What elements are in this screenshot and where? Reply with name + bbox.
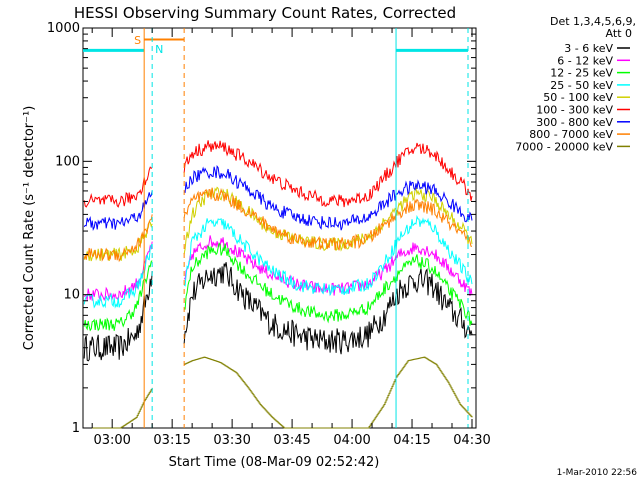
x-axis-label: Start Time (08-Mar-09 02:52:42) (169, 455, 380, 470)
legend-label-4: 25 - 50 keV (550, 79, 613, 92)
series-line-8-segment-1 (83, 214, 153, 263)
legend-label-8: 800 - 7000 keV (529, 128, 613, 141)
y-tick-label: 1 (72, 421, 80, 436)
legend-header-line-1: Det 1,3,4,5,6,9, (550, 15, 636, 28)
legend-label-2: 6 - 12 keV (557, 54, 613, 67)
series-line-6-segment-1 (83, 166, 153, 208)
series-line-9-segment-2 (184, 356, 473, 429)
x-tick-label: 03:45 (273, 433, 310, 448)
axes: 1 10 100 1000 03:00 03:15 03:30 03:45 04:00 04:15… (47, 21, 491, 448)
y-tick-label: 10 (63, 288, 80, 303)
orbit-markers: SN (83, 28, 469, 428)
chart-title: HESSI Observing Summary Count Rates, Cor… (74, 4, 456, 22)
annotation-s: S (134, 34, 141, 47)
x-tick-label: 03:30 (213, 433, 250, 448)
series-line-4-segment-2 (183, 214, 473, 296)
series-lines (83, 140, 473, 429)
legend-label-1: 3 - 6 keV (564, 42, 613, 55)
x-tick-label: 03:00 (93, 433, 130, 448)
series-line-1-segment-2 (183, 262, 473, 355)
x-tick-label: 03:15 (153, 433, 190, 448)
series-line-4-segment-1 (83, 243, 153, 309)
y-tick-label: 100 (55, 154, 80, 169)
series-line-3-segment-2 (183, 242, 473, 326)
x-tick-label: 04:00 (333, 433, 370, 448)
series-line-3-segment-1 (83, 260, 153, 332)
series-line-8-segment-2 (183, 187, 473, 251)
annotation-n: N (155, 43, 163, 56)
series-line-7-segment-2 (183, 164, 473, 231)
legend-label-6: 100 - 300 keV (536, 104, 613, 117)
y-tick-label: 1000 (47, 21, 80, 36)
timestamp: 1-Mar-2010 22:56 (557, 468, 638, 478)
x-tick-label: 04:30 (453, 433, 490, 448)
legend-label-3: 12 - 25 keV (550, 67, 613, 80)
legend-label-7: 300 - 800 keV (536, 116, 613, 129)
x-tick-label: 04:15 (393, 433, 430, 448)
plot-frame (82, 27, 477, 429)
series-line-1-segment-1 (83, 271, 153, 362)
plot-area (82, 27, 477, 429)
series-line-7-segment-1 (83, 190, 153, 231)
legend-label-9: 7000 - 20000 keV (515, 140, 613, 153)
y-axis-label: Corrected Count Rate (s⁻¹ detector⁻¹) (22, 106, 37, 351)
legend-header-line-2: Att 0 (606, 27, 632, 40)
series-line-6-segment-2 (183, 140, 473, 208)
legend-label-5: 50 - 100 keV (543, 91, 613, 104)
